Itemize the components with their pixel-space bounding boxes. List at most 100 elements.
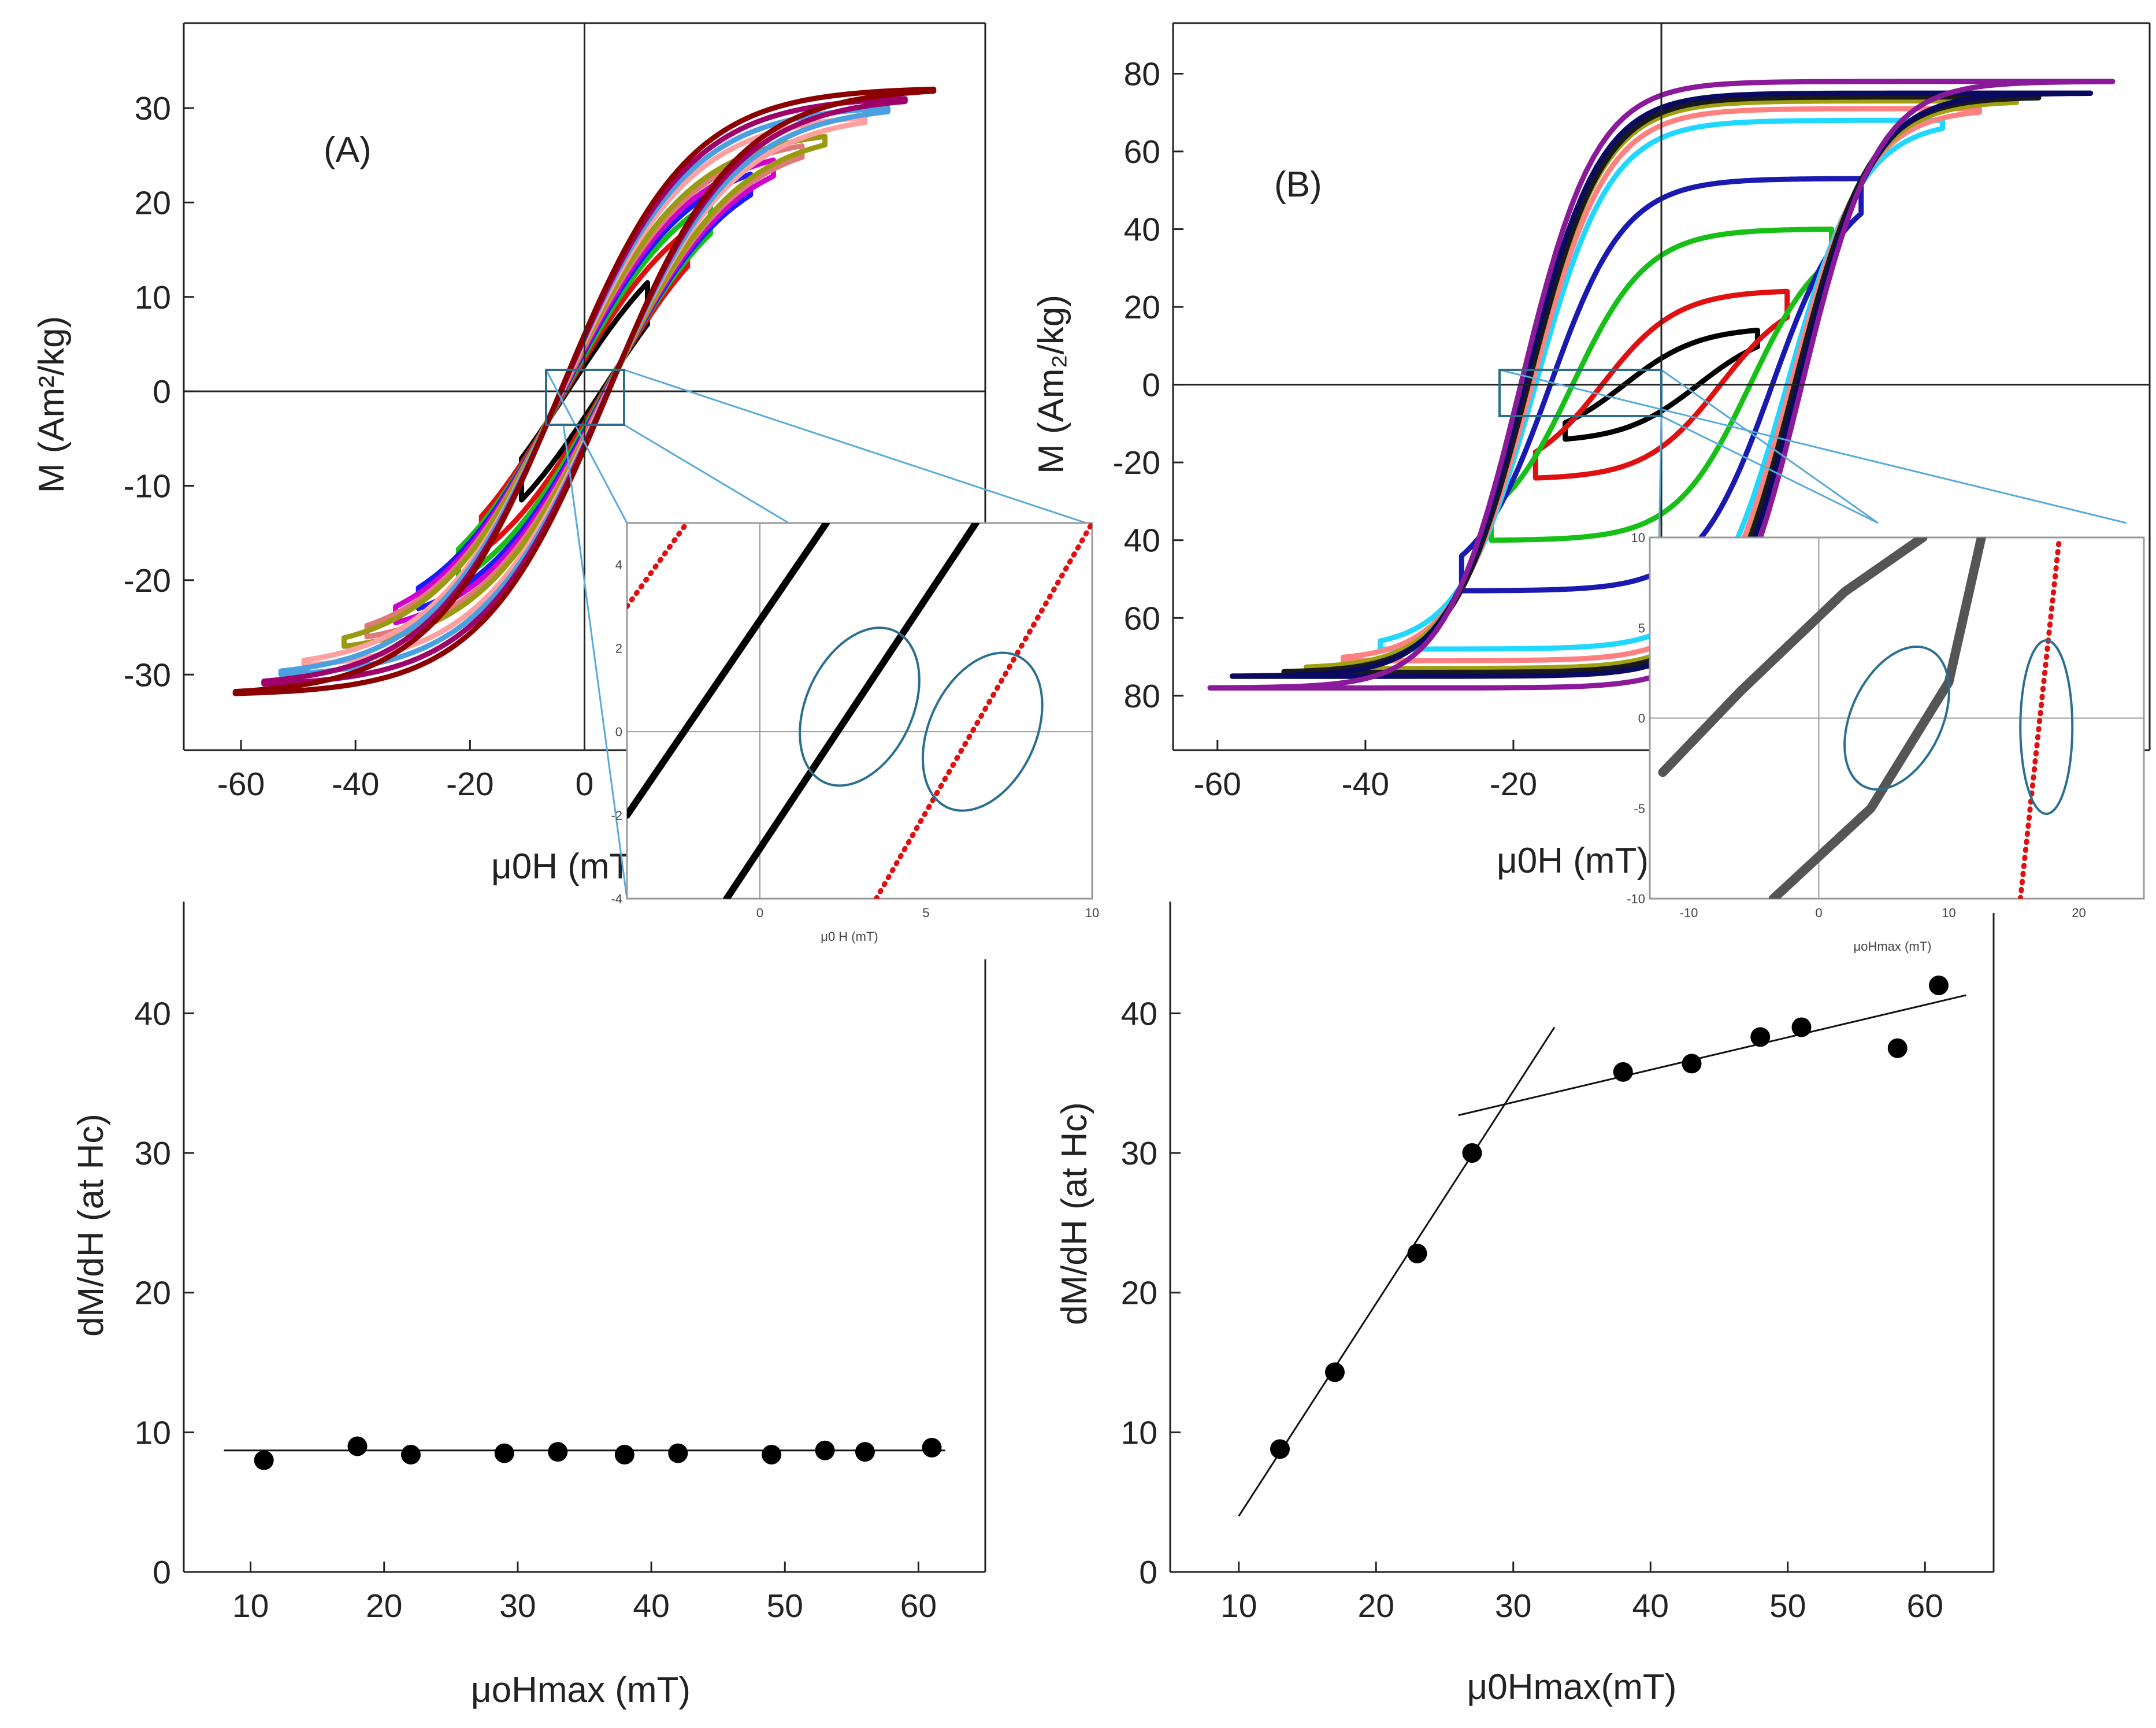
a-inset-plot-area [627, 523, 1092, 899]
b-zoom-inset: -10 -5 0 5 10 -10 0 10 20 [1627, 531, 2145, 920]
b-ytick-label: -20 [1113, 444, 1160, 481]
d-xtick-label: 10 [1220, 1588, 1257, 1625]
c-data-points [254, 1436, 942, 1470]
b-loop-58mT [1229, 90, 2094, 679]
b-ytick-label: 60 [1124, 600, 1160, 637]
b-ytick-label: 40 [1124, 522, 1160, 559]
a-inset-ytick-label: -2 [611, 809, 622, 823]
c-xtick-label: 50 [767, 1588, 803, 1625]
b-ytick-label: 60 [1124, 134, 1160, 170]
b-inset-ytick-label: 0 [1638, 711, 1645, 726]
d-data-point [1682, 1054, 1702, 1074]
d-ytick-label: 30 [1121, 1135, 1157, 1172]
b-inset-ytick-label: 10 [1631, 531, 1645, 545]
d-x-axis-label: μ0Hmax(mT) [1467, 1667, 1677, 1707]
a-xtick-label: -40 [332, 766, 379, 803]
b-ytick-label: 40 [1124, 212, 1160, 249]
d-xtick-label: 40 [1632, 1588, 1669, 1625]
a-inset-ytick-label: 2 [615, 641, 622, 656]
c-data-point [614, 1445, 634, 1464]
a-loop-series [232, 86, 937, 696]
b-inset-circle-grey [1843, 645, 1950, 791]
c-ytick-label: 30 [135, 1135, 171, 1172]
c-xtick-label: 40 [633, 1588, 669, 1625]
b-inset-xtick-label: 10 [1942, 906, 1955, 920]
a-ytick-label: 30 [135, 90, 171, 127]
b-inset-xtick-label: 0 [1815, 906, 1822, 920]
d-data-points [1270, 976, 1949, 1459]
c-data-point [347, 1436, 368, 1456]
b-ytick-label: 20 [1124, 289, 1160, 326]
c-data-point [922, 1437, 942, 1458]
panel-d-scatter: 0 10 20 30 40 10 20 30 40 50 60 dM/dH (at Hc) μ0Hm… [1055, 902, 1995, 1707]
a-ytick-label: -30 [124, 657, 171, 694]
c-ticks: 0 10 20 30 40 10 20 30 40 50 60 [135, 995, 937, 1625]
b-ytick-label: 80 [1124, 55, 1160, 92]
d-data-point [1791, 1017, 1812, 1037]
d-data-point [1270, 1439, 1290, 1459]
d-shallow-fit [1458, 994, 1966, 1117]
d-xtick-label: 30 [1495, 1588, 1531, 1625]
a-ytick-label: -20 [124, 562, 171, 599]
d-ytick-label: 20 [1121, 1275, 1157, 1312]
d-data-point [1462, 1143, 1482, 1163]
b-inset-x-axis-label: μoHmax (mT) [1854, 939, 1932, 954]
b-loop-23mT [1489, 227, 1834, 543]
a-loop-42mT [341, 134, 828, 649]
b-inset-ytick-label: 5 [1638, 621, 1645, 635]
b-zoom-guide-3 [1661, 415, 1879, 524]
b-xtick-label: -40 [1342, 766, 1389, 803]
a-ytick-label: 0 [153, 373, 171, 410]
a-xtick-label: -60 [217, 766, 265, 803]
a-xtick-label: 0 [576, 766, 594, 803]
c-xtick-label: 10 [232, 1588, 269, 1625]
c-ytick-label: 40 [135, 995, 171, 1032]
c-ytick-label: 20 [135, 1275, 171, 1312]
c-x-axis-label: μoHmax (mT) [471, 1670, 691, 1710]
d-ytick-label: 0 [1139, 1554, 1157, 1591]
a-ytick-label: 10 [135, 279, 171, 316]
b-xtick-label: -60 [1194, 766, 1241, 803]
c-data-point [855, 1442, 875, 1462]
a-inset-frame [626, 522, 1093, 900]
d-xtick-label: 60 [1907, 1588, 1943, 1625]
d-xtick-label: 20 [1358, 1588, 1394, 1625]
a-ytick-label: -10 [124, 468, 171, 505]
a-x-axis-label: μ0H (mT) [491, 847, 643, 887]
b-inset-circle-red [2019, 639, 2074, 815]
b-ytick-label: 80 [1124, 678, 1160, 715]
d-data-point [1407, 1244, 1427, 1263]
b-inset-grey-branch-lower [1768, 537, 1986, 899]
a-inset-black-branch-upper [627, 523, 830, 819]
d-ytick-label: 10 [1121, 1414, 1157, 1451]
a-inset-circle-red [921, 651, 1044, 812]
b-x-axis-label: μ0H (mT) [1497, 841, 1649, 881]
c-y-axis-label: dM/dH (at Hc) [71, 1114, 111, 1337]
c-data-point [254, 1450, 274, 1470]
a-inset-xtick-label: 10 [1085, 906, 1099, 920]
b-loop-13mT [1563, 328, 1760, 442]
c-ytick-label: 0 [153, 1554, 171, 1591]
b-panel-label: (B) [1274, 165, 1322, 205]
d-steep-fit [1238, 1026, 1556, 1517]
b-loop-43mT [1341, 106, 1982, 663]
b-loop-61mT [1207, 79, 2116, 691]
a-xtick-label: -20 [446, 766, 493, 803]
a-loop-61mT [232, 86, 937, 696]
a-inset-xtick-label: 5 [922, 906, 929, 920]
d-ticks: 0 10 20 30 40 10 20 30 40 50 60 [1121, 995, 1943, 1625]
a-inset-circle-black [799, 626, 921, 787]
a-panel-label: (A) [324, 130, 372, 170]
b-loop-series [1207, 79, 2116, 691]
a-zoom-guide-3 [624, 369, 1087, 524]
b-inset-ytick-label: -10 [1627, 892, 1645, 906]
b-y-axis-label: M (Am₂/kg) [1031, 295, 1071, 474]
d-data-point [1325, 1362, 1345, 1382]
a-inset-red-branch-left [627, 523, 689, 609]
c-xtick-label: 20 [366, 1588, 402, 1625]
c-data-point [400, 1445, 421, 1464]
b-ytick-label: 0 [1142, 367, 1160, 404]
b-xtick-label: -20 [1490, 766, 1537, 803]
